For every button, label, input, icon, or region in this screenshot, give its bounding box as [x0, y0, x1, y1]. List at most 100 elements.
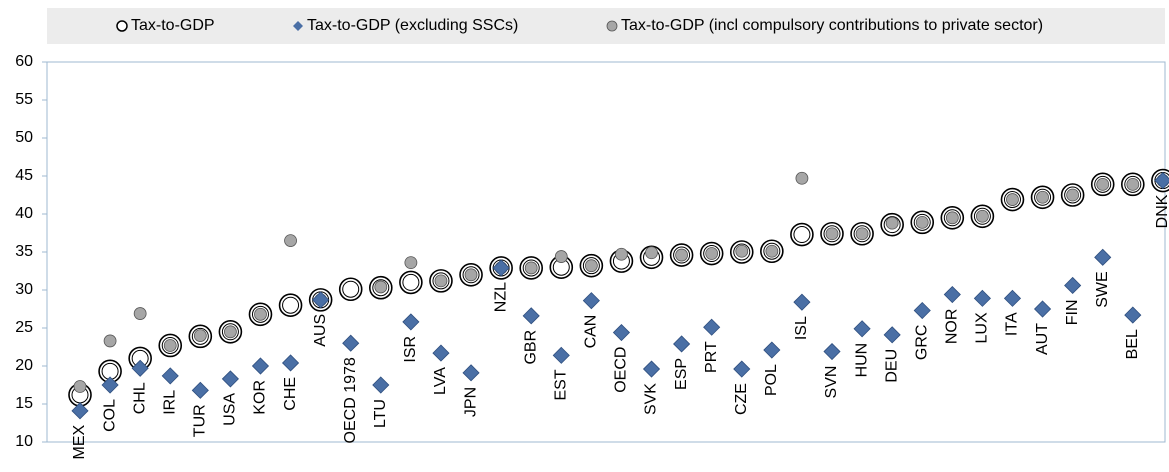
category-label: ITA — [1004, 312, 1021, 336]
circle-inner — [883, 216, 901, 234]
circle-inner — [221, 323, 239, 341]
circle-inner — [282, 296, 300, 314]
circle-inner — [342, 280, 360, 298]
category-label: GRC — [913, 325, 930, 361]
category-label: EST — [552, 369, 569, 400]
circle-inner — [673, 246, 691, 264]
category-label: SVN — [823, 366, 840, 399]
category-label: POL — [763, 364, 780, 396]
y-tick-label: 15 — [15, 395, 33, 412]
diamond — [342, 334, 360, 352]
diamond — [161, 367, 179, 385]
category-label: KOR — [252, 380, 269, 415]
y-tick-label: 20 — [15, 357, 33, 374]
diamond — [372, 376, 390, 394]
circle-inner — [191, 327, 209, 345]
category-label: JPN — [462, 387, 479, 417]
diamond — [402, 313, 420, 331]
category-label: BEL — [1124, 329, 1141, 359]
diamond — [492, 259, 510, 277]
gray-dot — [434, 274, 448, 288]
category-label: HUN — [853, 343, 870, 378]
gray-dot — [464, 268, 478, 282]
category-label: CHE — [282, 377, 299, 411]
gray-dot — [524, 261, 538, 275]
category-label: IRL — [161, 390, 178, 415]
diamond — [763, 341, 781, 359]
category-label: MEX — [71, 425, 88, 460]
legend-marker — [606, 20, 618, 32]
diamond — [823, 342, 841, 361]
gray-dot — [1036, 190, 1049, 204]
gray-dot — [765, 244, 779, 258]
diamond — [522, 307, 540, 325]
category-label: ESP — [673, 358, 690, 390]
diamond — [1124, 306, 1142, 324]
diamond — [642, 360, 661, 378]
diamond — [101, 376, 119, 394]
circle-inner — [1094, 175, 1112, 193]
plot-border — [46, 61, 1166, 443]
gray-dot — [404, 256, 418, 270]
gray-dot — [1066, 188, 1080, 202]
legend-label: Tax-to-GDP (incl compulsory contribution… — [621, 17, 1043, 34]
circle-inner — [793, 226, 811, 244]
circle-inner — [402, 273, 420, 291]
gray-dot — [976, 209, 989, 223]
diamond — [462, 364, 480, 382]
diamond — [1094, 248, 1112, 266]
circle-inner — [372, 279, 390, 297]
category-label: OECD — [613, 347, 630, 393]
category-label: CAN — [583, 315, 600, 349]
category-label: USA — [222, 393, 239, 426]
category-label: SWE — [1094, 271, 1111, 307]
circle-inner — [973, 207, 991, 225]
circle-inner — [703, 245, 721, 263]
gray-dot — [554, 250, 568, 263]
category-label: GBR — [522, 330, 539, 365]
category-label: LUX — [974, 312, 991, 343]
gray-dot — [584, 259, 598, 273]
category-label: CHL — [131, 382, 148, 414]
y-tick-label: 35 — [15, 243, 33, 260]
gray-dot — [855, 227, 869, 241]
diamond — [943, 285, 961, 304]
diamond — [673, 335, 691, 353]
gray-dot — [915, 215, 929, 229]
y-tick-label: 40 — [15, 205, 33, 222]
diamond — [582, 292, 600, 310]
circle-inner — [1064, 186, 1082, 204]
category-label: PRT — [703, 341, 720, 373]
circle-inner — [1034, 188, 1052, 206]
tax-circle — [128, 346, 152, 371]
circle-inner — [161, 336, 179, 354]
diamond — [1033, 300, 1052, 318]
legend-background — [47, 8, 1165, 44]
category-label: OECD 1978 — [342, 357, 359, 443]
category-label: NZL — [492, 282, 509, 312]
category-label: NOR — [944, 309, 961, 345]
gray-dot — [885, 216, 899, 230]
gray-dot — [223, 325, 237, 339]
diamond — [703, 318, 721, 336]
gray-dot — [825, 227, 839, 241]
diamond — [1003, 289, 1022, 307]
y-tick-label: 45 — [15, 167, 33, 184]
gray-dot — [1126, 177, 1140, 191]
circle-inner — [462, 266, 480, 284]
circle-inner — [733, 243, 751, 261]
circle-inner — [823, 225, 841, 243]
gray-dot — [284, 234, 297, 248]
circle-inner — [1124, 175, 1142, 193]
gray-dot — [705, 247, 719, 260]
category-label: FIN — [1064, 299, 1081, 325]
gray-dot — [103, 334, 117, 348]
circle-inner — [943, 209, 961, 227]
diamond — [612, 323, 631, 342]
tax-circle — [399, 270, 423, 295]
y-tick-label: 60 — [15, 53, 33, 70]
category-label: AUT — [1034, 323, 1051, 355]
category-label: TUR — [192, 404, 209, 437]
category-label: AUS — [312, 314, 329, 347]
